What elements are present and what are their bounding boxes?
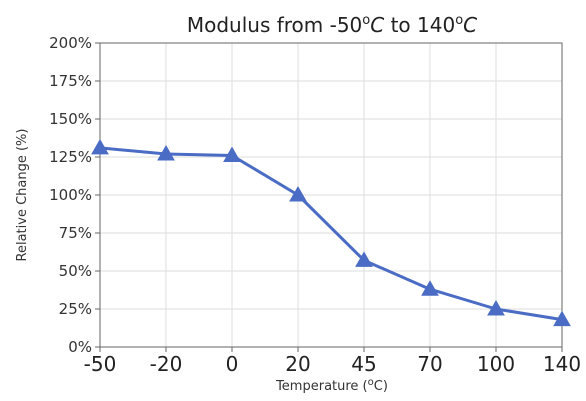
x-axis-ticks: -50 -20 0 20 45 70 100 140	[84, 347, 581, 376]
data-point-marker	[355, 251, 373, 267]
series-line	[99, 146, 563, 322]
data-point-marker	[487, 299, 505, 316]
y-axis-ticks: 0% 25% 50% 75% 100% 125% 150% 175% 200%	[49, 34, 100, 356]
data-point-marker	[157, 144, 175, 161]
y-tick-label: 25%	[59, 300, 92, 318]
y-tick-label: 175%	[49, 72, 92, 90]
y-tick-label: 75%	[59, 224, 92, 242]
y-tick-label: 50%	[59, 262, 92, 280]
data-point-marker	[91, 138, 109, 155]
y-tick-label: 150%	[49, 110, 92, 128]
x-tick-label: -20	[150, 352, 183, 376]
y-tick-label: 125%	[49, 148, 92, 166]
y-tick-label: 100%	[49, 186, 92, 204]
x-tick-label: 45	[351, 352, 376, 376]
y-tick-label: 0%	[68, 338, 92, 356]
y-axis-label: Relative Change (%)	[15, 129, 30, 262]
data-point-marker	[553, 310, 571, 327]
data-point-marker	[223, 146, 241, 162]
x-tick-label: 70	[417, 352, 442, 376]
y-tick-label: 200%	[49, 34, 92, 52]
x-axis-label: Temperature (oC)	[275, 377, 388, 394]
chart-title: Modulus from -50oC to 140oC	[187, 13, 477, 37]
grid	[99, 42, 563, 348]
x-tick-label: -50	[84, 352, 117, 376]
series-group	[91, 138, 571, 327]
data-point-marker	[289, 185, 307, 202]
data-point-marker	[421, 280, 439, 296]
x-tick-label: 0	[226, 352, 239, 376]
x-tick-label: 100	[477, 352, 515, 376]
x-tick-label: 140	[543, 352, 581, 376]
x-tick-label: 20	[285, 352, 310, 376]
